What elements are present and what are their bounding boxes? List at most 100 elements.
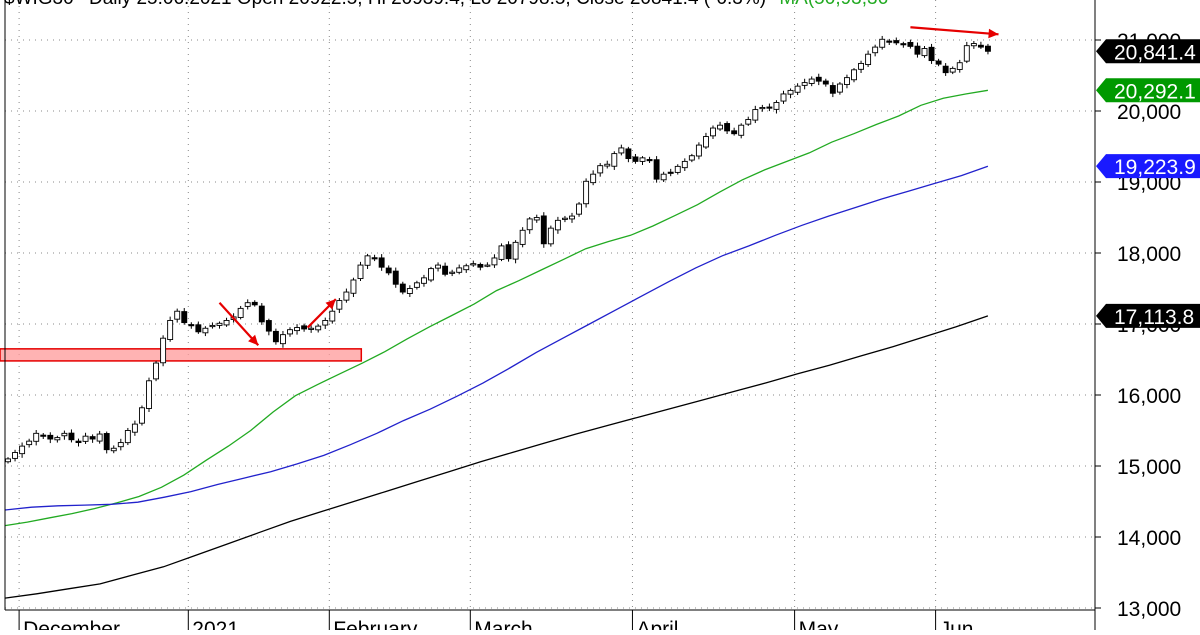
candle-down bbox=[89, 436, 96, 440]
candle-up bbox=[350, 279, 357, 294]
candle-down bbox=[928, 46, 935, 62]
candle-up bbox=[315, 325, 322, 331]
candle-down bbox=[477, 263, 484, 268]
arrow-divergence-head bbox=[988, 28, 999, 39]
candle-down bbox=[942, 65, 949, 74]
candle-up bbox=[167, 320, 174, 340]
ma-long-line bbox=[4, 315, 989, 599]
candle-up bbox=[808, 78, 815, 84]
candle-down bbox=[935, 60, 942, 65]
candle-up bbox=[223, 320, 230, 326]
candle-up bbox=[787, 89, 794, 95]
candle-up bbox=[569, 215, 575, 220]
candle-up bbox=[688, 155, 695, 161]
candle-down bbox=[75, 440, 82, 444]
header-ma-label: MA(50,93,36 bbox=[779, 0, 888, 9]
candle-up bbox=[956, 62, 963, 70]
candle-up bbox=[921, 48, 928, 57]
candle-down bbox=[272, 330, 279, 343]
candle-up bbox=[153, 362, 160, 380]
candle-down bbox=[378, 257, 385, 268]
y-tick-label: 15,000 bbox=[1117, 456, 1181, 479]
price-labels: 20,841.4 20,292.1 19,223.9 17,113.8 bbox=[1096, 39, 1200, 329]
candle-up bbox=[611, 153, 618, 167]
candle-down bbox=[632, 156, 639, 162]
candle-down bbox=[371, 257, 378, 260]
price-label-text: 20,841.4 bbox=[1114, 41, 1196, 64]
header-symbol: $WIG30 bbox=[4, 0, 74, 9]
support-zone-rect bbox=[0, 348, 363, 362]
candle-down bbox=[914, 45, 921, 55]
candle-up bbox=[12, 452, 19, 459]
candle-down bbox=[731, 130, 738, 135]
candle-up bbox=[54, 437, 61, 441]
candle-up bbox=[26, 440, 33, 446]
candle-down bbox=[829, 85, 836, 94]
candle-down bbox=[724, 123, 731, 132]
candle-up bbox=[96, 433, 103, 442]
candle-up bbox=[237, 307, 244, 318]
candle-up bbox=[879, 38, 886, 48]
candle-up bbox=[343, 291, 350, 301]
candle-up bbox=[717, 124, 723, 130]
candle-up bbox=[794, 85, 801, 93]
candle-up bbox=[280, 334, 286, 345]
candle-up bbox=[456, 267, 463, 273]
candle-up bbox=[364, 255, 371, 266]
candle-down bbox=[653, 159, 660, 180]
candle-up bbox=[19, 445, 26, 455]
candle-up bbox=[413, 282, 420, 288]
candle-down bbox=[392, 270, 399, 285]
candle-up bbox=[547, 227, 554, 245]
candle-up bbox=[202, 327, 209, 334]
candle-down bbox=[766, 106, 773, 109]
candle-up bbox=[780, 93, 787, 102]
candle-up bbox=[703, 136, 709, 148]
price-label-bg bbox=[1096, 78, 1200, 103]
candle-up bbox=[597, 165, 604, 174]
candlesticks bbox=[5, 35, 991, 464]
candle-up bbox=[836, 83, 843, 93]
annotation-arrows bbox=[218, 26, 999, 347]
candle-down bbox=[265, 320, 272, 332]
candle-up bbox=[336, 300, 343, 310]
candle-down bbox=[985, 45, 991, 52]
candle-up bbox=[491, 257, 498, 266]
candle-up bbox=[82, 435, 89, 442]
candle-up bbox=[851, 69, 857, 81]
candle-down bbox=[625, 148, 632, 160]
candle-up bbox=[5, 458, 11, 463]
candle-up bbox=[681, 160, 688, 169]
candle-up bbox=[519, 229, 526, 245]
candle-up bbox=[470, 263, 477, 266]
price-label-bg bbox=[1096, 154, 1200, 179]
ma-mid-line bbox=[4, 165, 989, 511]
candle-down bbox=[900, 43, 907, 46]
candle-down bbox=[258, 305, 265, 323]
candle-up bbox=[526, 218, 533, 231]
candle-up bbox=[124, 430, 131, 444]
arrow-rebound-head bbox=[325, 299, 336, 310]
candle-up bbox=[710, 127, 716, 137]
candle-up bbox=[287, 329, 293, 335]
arrow-pullback-head bbox=[248, 334, 259, 346]
candle-up bbox=[110, 447, 117, 452]
candle-up bbox=[449, 271, 456, 274]
candle-up bbox=[858, 62, 864, 70]
candle-up bbox=[618, 147, 625, 154]
candle-up bbox=[33, 432, 40, 442]
x-tick-label: February bbox=[333, 618, 418, 630]
candle-down bbox=[40, 434, 47, 437]
x-axis-ticks: December 2021 February March April May Jun bbox=[18, 610, 973, 635]
candle-down bbox=[540, 215, 547, 245]
price-label-text: 17,113.8 bbox=[1114, 306, 1194, 329]
candle-down bbox=[667, 171, 674, 174]
candle-up bbox=[117, 442, 124, 448]
candle-up bbox=[752, 109, 759, 121]
price-label-text: 20,292.1 bbox=[1114, 80, 1196, 103]
candle-up bbox=[512, 241, 519, 260]
y-tick-label: 18,000 bbox=[1117, 243, 1181, 266]
candle-down bbox=[893, 40, 900, 44]
y-tick-label: 13,000 bbox=[1117, 598, 1181, 621]
